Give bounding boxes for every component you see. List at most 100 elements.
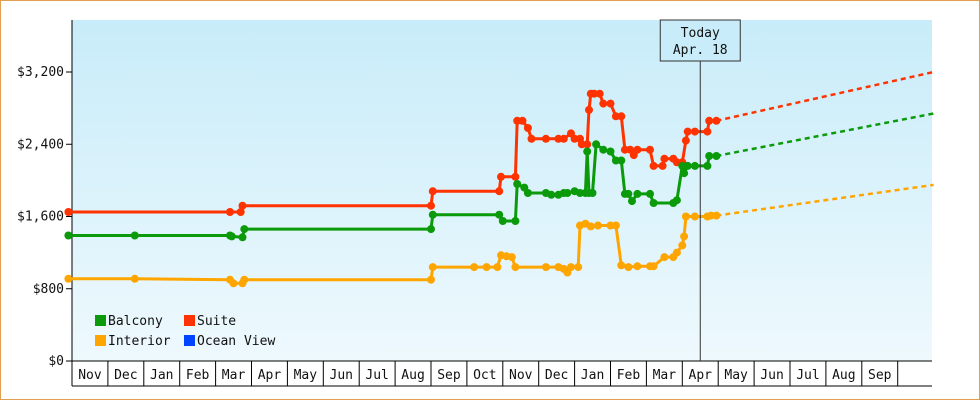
data-point: [585, 105, 593, 114]
data-point: [703, 127, 712, 136]
data-point: [511, 217, 520, 225]
data-point: [646, 189, 654, 198]
data-point: [672, 196, 681, 205]
data-point: [428, 210, 437, 219]
data-point: [606, 99, 615, 108]
data-point: [428, 263, 437, 272]
legend-swatch: [184, 315, 195, 326]
data-point: [660, 253, 669, 262]
x-tick-label: Feb: [186, 368, 210, 383]
data-point: [470, 263, 479, 272]
data-point: [680, 232, 689, 241]
data-point: [678, 241, 687, 250]
data-point: [130, 274, 139, 283]
data-point: [497, 172, 505, 181]
data-point: [633, 145, 642, 154]
data-point: [599, 145, 608, 154]
data-point: [646, 145, 654, 154]
data-point: [64, 231, 73, 240]
y-tick-label: $3,200: [17, 65, 64, 80]
data-point: [495, 187, 504, 196]
data-point: [511, 263, 520, 272]
data-point: [617, 261, 626, 270]
data-point: [541, 263, 550, 272]
data-point: [690, 127, 699, 136]
data-point: [599, 99, 608, 108]
x-tick-label: Jun: [760, 368, 783, 383]
legend-label: Balcony: [108, 314, 163, 329]
y-tick-label: $1,600: [17, 210, 64, 225]
today-label-line1: Today: [681, 26, 720, 41]
legend-swatch: [95, 335, 106, 346]
x-tick-label: Nov: [509, 368, 533, 383]
x-tick-label: Oct: [473, 368, 496, 383]
x-tick-label: Dec: [114, 368, 137, 383]
data-point: [690, 161, 699, 170]
data-point: [658, 161, 667, 170]
data-point: [586, 222, 595, 231]
data-point: [681, 212, 690, 221]
data-point: [541, 134, 550, 143]
data-point: [427, 201, 435, 210]
y-tick-label: $800: [33, 282, 64, 297]
x-tick-label: Dec: [545, 368, 568, 383]
data-point: [628, 197, 636, 206]
data-point: [64, 208, 73, 216]
x-tick-label: Jan: [150, 368, 173, 383]
series-projection-line: [716, 112, 934, 158]
data-point: [712, 152, 721, 160]
data-point: [680, 169, 689, 178]
data-point: [703, 161, 712, 170]
data-point: [547, 190, 556, 199]
legend-label: Ocean View: [197, 334, 275, 349]
data-point: [624, 263, 633, 272]
data-point: [513, 180, 522, 188]
data-point: [559, 134, 568, 143]
y-tick-label: $0: [48, 354, 64, 369]
data-point: [227, 232, 236, 241]
data-point: [633, 189, 642, 198]
data-point: [660, 154, 669, 163]
x-tick-label: Jan: [581, 368, 604, 383]
data-point: [523, 124, 532, 132]
data-point: [649, 199, 658, 207]
data-point: [624, 189, 633, 198]
x-tick-label: Apr: [689, 368, 713, 383]
data-point: [617, 156, 626, 165]
x-tick-label: Jul: [365, 368, 388, 383]
x-tick-label: May: [724, 368, 748, 383]
data-point: [229, 279, 238, 288]
x-tick-label: Apr: [258, 368, 282, 383]
x-tick-label: Aug: [401, 368, 424, 383]
data-point: [507, 253, 516, 262]
legend-label: Suite: [197, 314, 236, 329]
data-point: [482, 263, 491, 272]
legend-label: Interior: [108, 334, 171, 349]
data-point: [633, 262, 642, 271]
data-point: [705, 152, 714, 160]
data-point: [683, 127, 692, 136]
data-point: [495, 210, 504, 219]
data-point: [523, 189, 532, 197]
data-point: [712, 116, 721, 125]
data-point: [493, 263, 502, 272]
data-point: [681, 136, 690, 145]
data-point: [567, 263, 575, 272]
x-tick-label: Feb: [617, 368, 641, 383]
x-tick-label: Sep: [437, 368, 461, 383]
data-point: [574, 263, 583, 272]
data-point: [705, 116, 714, 125]
data-point: [427, 275, 435, 284]
data-point: [527, 134, 536, 143]
data-point: [583, 140, 592, 149]
data-point: [611, 221, 620, 230]
data-point: [672, 248, 681, 257]
x-tick-label: Jul: [796, 368, 819, 383]
data-point: [712, 211, 721, 220]
today-label-line2: Apr. 18: [673, 43, 728, 58]
legend-swatch: [184, 335, 195, 346]
data-point: [683, 161, 692, 170]
data-point: [238, 233, 247, 242]
data-point: [130, 231, 139, 240]
